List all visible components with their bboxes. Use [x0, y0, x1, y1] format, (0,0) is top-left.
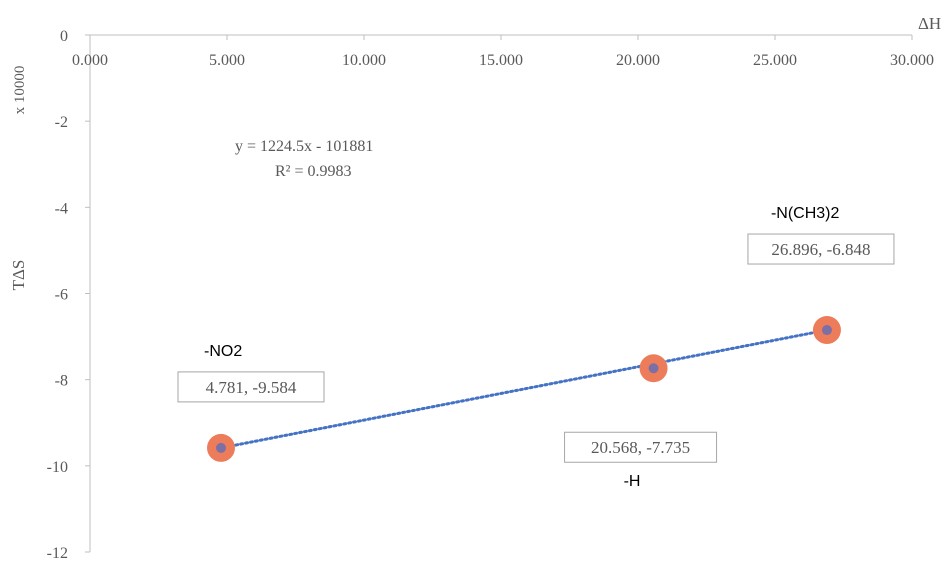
y-tick-label: -10: [47, 459, 68, 476]
y-tick-label: -12: [47, 545, 68, 562]
data-label-name: -H: [624, 473, 641, 490]
x-tick-label: 5.000: [209, 52, 245, 69]
axes: [89, 34, 912, 552]
tick-labels: 0 -2 -4 -6 -8 -10 -12 0.000 5.000 10.000 15.000 20.…: [47, 28, 934, 562]
x-tick-label: 30.000: [890, 52, 934, 69]
x-tick-label: 25.000: [753, 52, 797, 69]
data-point: [812, 316, 841, 345]
trendline: [219, 328, 829, 450]
data-label-value: 4.781, -9.584: [206, 378, 297, 397]
data-label-box: [177, 371, 325, 403]
data-label-value: 26.896, -6.848: [771, 240, 870, 259]
data-label-name: -NO2: [204, 343, 242, 360]
x-tick-label: 15.000: [479, 52, 523, 69]
data-point-center: [215, 442, 226, 453]
data-label: 20.568, -7.735 -H: [564, 431, 718, 490]
data-label-name: -N(CH3)2: [771, 205, 840, 222]
data-label-box: [564, 431, 718, 463]
x-axis-title: ΔH: [918, 14, 941, 33]
x-tick-label: 0.000: [72, 52, 108, 69]
data-label-box: [747, 233, 895, 265]
trendline-equation: y = 1224.5x - 101881: [235, 138, 373, 155]
x-tick-label: 20.000: [616, 52, 660, 69]
data-point-center: [821, 325, 832, 336]
data-point: [639, 354, 668, 383]
y-tick-label: -6: [55, 287, 68, 304]
y-tick-label: -8: [55, 373, 68, 390]
x-tick-label: 10.000: [342, 52, 386, 69]
y-tick-label: 0: [60, 28, 68, 45]
data-label: 26.896, -6.848 -N(CH3)2: [747, 205, 895, 265]
data-labels: 4.781, -9.584 -NO2 20.568, -7.735 -H 26.896,…: [177, 205, 895, 490]
data-label-value: 20.568, -7.735: [591, 438, 690, 457]
y-axis-multiplier-label: x 10000: [12, 66, 28, 115]
data-label: 4.781, -9.584 -NO2: [177, 343, 325, 403]
y-tick-label: -4: [55, 200, 68, 217]
data-points: [206, 316, 841, 462]
y-axis-title: TΔS: [9, 260, 28, 291]
y-tick-label: -2: [55, 114, 68, 131]
data-point-center: [648, 363, 659, 374]
trendline-r-squared: R² = 0.9983: [275, 163, 352, 180]
data-point: [206, 433, 235, 462]
